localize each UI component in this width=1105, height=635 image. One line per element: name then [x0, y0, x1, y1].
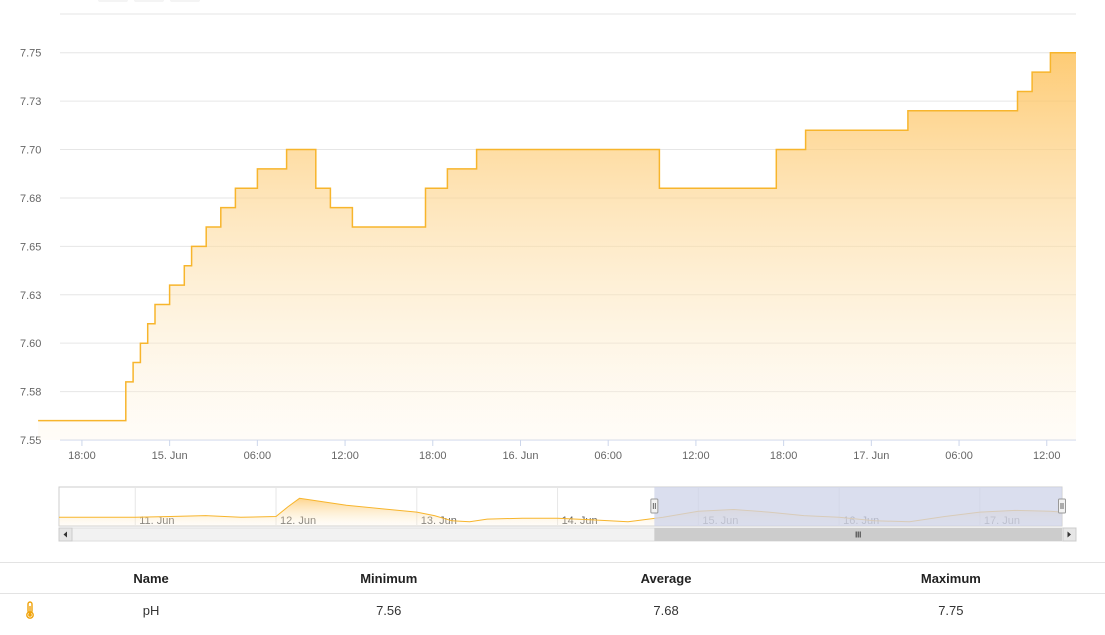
y-axis: 7.55 7.58 7.60 7.63 7.65 7.68 7.70 7.73 7.75 [20, 48, 41, 447]
x-tick-label: 18:00 [68, 450, 96, 462]
thermometer-icon [26, 601, 34, 619]
x-axis: 18:00 15. Jun 06:00 12:00 18:00 16. Jun 06:00 1… [68, 440, 1061, 462]
arrow-right-icon [1067, 531, 1071, 538]
navigator-selection[interactable] [654, 487, 1062, 526]
x-tick-label: 06:00 [945, 450, 973, 462]
header-average: Average [640, 570, 692, 586]
summary-header-row: Name Minimum Average Maximum [0, 562, 1105, 594]
y-tick-label: 7.65 [20, 241, 41, 253]
summary-table: Name Minimum Average Maximum pH 7.56 7.6… [0, 562, 1105, 626]
arrow-left-icon [63, 531, 67, 538]
series-line-ph [38, 51, 1076, 422]
y-tick-label: 7.73 [20, 96, 41, 108]
navigator-handle-right[interactable] [1058, 498, 1066, 514]
navigator-handle-left[interactable] [650, 498, 659, 514]
header-icon-cell [0, 563, 60, 594]
y-tick-label: 7.58 [20, 387, 41, 399]
y-tick-label: 7.70 [20, 145, 41, 157]
y-tick-label: 7.55 [20, 435, 41, 447]
x-tick-label: 06:00 [244, 450, 272, 462]
x-tick-label: 06:00 [594, 450, 622, 462]
x-tick-label: 15. Jun [152, 450, 188, 462]
x-tick-label: 16. Jun [502, 450, 538, 462]
x-tick-label: 12:00 [331, 450, 359, 462]
range-button-2[interactable] [134, 0, 164, 2]
ph-area-chart[interactable]: 7.55 7.58 7.60 7.63 7.65 7.68 7.70 7.73 7.75 18:… [0, 0, 1105, 475]
x-tick-label: 18:00 [419, 450, 447, 462]
x-tick-label: 12:00 [1033, 450, 1061, 462]
row-name: pH [142, 602, 160, 618]
summary-row: pH 7.56 7.68 7.75 [0, 594, 1105, 627]
x-tick-label: 18:00 [770, 450, 798, 462]
y-tick-label: 7.75 [20, 48, 41, 60]
y-tick-label: 7.68 [20, 193, 41, 205]
series-layer [38, 51, 1077, 440]
header-name: Name [133, 570, 169, 586]
y-tick-label: 7.60 [20, 338, 41, 350]
header-minimum: Minimum [360, 570, 418, 586]
row-average: 7.68 [653, 602, 679, 618]
navigator-series: 11. Jun12. Jun13. Jun14. Jun15. Jun16. J… [58, 486, 1077, 542]
x-tick-label: 17. Jun [853, 450, 889, 462]
navigator-scrollbar[interactable] [58, 527, 1077, 542]
range-button-1[interactable] [98, 0, 128, 2]
y-tick-label: 7.63 [20, 290, 41, 302]
row-minimum: 7.56 [376, 602, 402, 618]
header-maximum: Maximum [920, 570, 981, 586]
range-navigator[interactable]: 11. Jun12. Jun13. Jun14. Jun15. Jun16. J… [0, 480, 1105, 545]
range-button-3[interactable] [170, 0, 200, 2]
x-tick-label: 12:00 [682, 450, 710, 462]
row-maximum: 7.75 [938, 602, 964, 618]
